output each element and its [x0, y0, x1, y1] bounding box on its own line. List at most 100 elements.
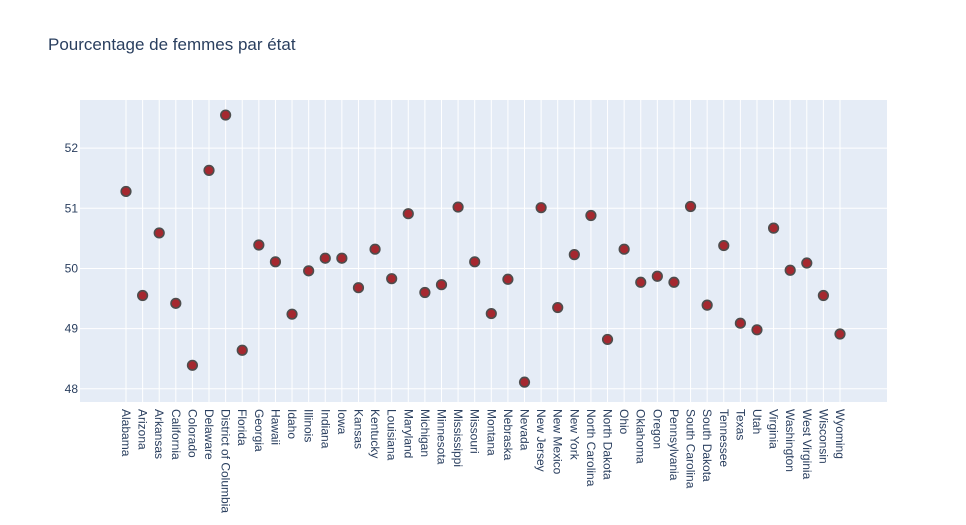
data-point — [552, 301, 564, 314]
data-point — [502, 273, 514, 285]
x-tick-label: Louisiana — [385, 409, 399, 461]
data-point — [402, 208, 414, 220]
x-tick-label: Oregon — [650, 409, 664, 449]
data-point — [170, 297, 182, 309]
x-tick-label: District of Columbia — [219, 409, 233, 513]
x-tick-label: North Carolina — [584, 409, 598, 487]
x-tick-label: Hawaii — [268, 409, 282, 445]
data-point — [469, 256, 481, 268]
x-tick-label: Ohio — [617, 409, 631, 435]
data-point — [203, 164, 215, 176]
x-tick-label: West Virginia — [800, 409, 814, 480]
x-tick-label: Virginia — [767, 409, 781, 449]
x-tick-label: Georgia — [252, 409, 266, 452]
data-point — [784, 264, 796, 276]
x-tick-label: Kentucky — [368, 409, 382, 458]
y-tick-label: 48 — [65, 382, 79, 396]
x-tick-label: Florida — [235, 409, 249, 446]
x-tick-label: Arkansas — [152, 409, 166, 459]
x-tick-label: New York — [567, 409, 581, 461]
data-point — [817, 289, 829, 302]
data-point — [684, 200, 697, 213]
data-point — [186, 359, 199, 371]
data-point — [701, 299, 713, 311]
y-tick-label: 49 — [65, 322, 79, 336]
data-point — [303, 265, 315, 277]
data-point — [386, 273, 398, 285]
y-axis-ticks: 48 49 50 51 52 — [65, 141, 79, 396]
x-tick-label: Utah — [750, 409, 764, 434]
data-point — [253, 239, 265, 251]
data-point — [718, 239, 730, 252]
data-point — [834, 328, 846, 340]
x-tick-label: Oklahoma — [634, 409, 648, 464]
x-tick-label: Maryland — [401, 409, 415, 458]
grid-lines — [80, 100, 887, 402]
x-tick-label: Nevada — [518, 409, 532, 451]
data-point — [369, 243, 381, 255]
x-tick-label: Nebraska — [501, 409, 515, 461]
data-point — [435, 279, 448, 291]
x-tick-label: North Dakota — [601, 409, 615, 480]
data-point — [635, 276, 647, 288]
x-tick-label: Wisconsin — [816, 409, 830, 464]
chart-title: Pourcentage de femmes par état — [48, 35, 296, 54]
x-tick-label: New Jersey — [534, 409, 548, 472]
data-point — [734, 317, 746, 329]
data-point — [485, 307, 497, 320]
x-tick-label: Kansas — [351, 409, 365, 449]
data-point — [452, 201, 464, 213]
data-point — [535, 202, 547, 214]
x-tick-label: Illinois — [302, 409, 316, 442]
x-tick-label: Mississippi — [451, 409, 465, 467]
x-tick-label: Washington — [783, 409, 797, 472]
data-point — [220, 109, 232, 121]
data-point — [585, 209, 597, 222]
x-axis-ticks: Alabama Arizona Arkansas California Colorado… — [119, 409, 847, 513]
data-point — [751, 324, 763, 336]
x-tick-label: Idaho — [285, 409, 299, 439]
data-point — [651, 270, 663, 282]
y-tick-label: 52 — [65, 141, 79, 155]
data-point — [269, 256, 282, 268]
x-tick-label: Texas — [733, 409, 747, 440]
data-point — [336, 252, 348, 264]
x-tick-label: Minnesota — [434, 409, 448, 465]
data-point — [286, 308, 298, 320]
x-tick-label: Colorado — [185, 409, 199, 458]
x-tick-label: Wyoming — [833, 409, 847, 459]
data-point — [137, 289, 149, 302]
data-point — [601, 333, 614, 346]
x-tick-label: New Mexico — [551, 409, 565, 475]
y-tick-label: 51 — [65, 201, 79, 215]
y-tick-label: 50 — [65, 261, 79, 275]
x-tick-label: California — [169, 409, 183, 460]
x-tick-label: Delaware — [202, 409, 216, 460]
data-point — [419, 286, 431, 299]
x-tick-label: Missouri — [468, 409, 482, 454]
x-tick-label: Montana — [484, 409, 498, 456]
x-tick-label: South Dakota — [700, 409, 714, 482]
data-point — [568, 249, 580, 261]
data-point — [668, 276, 680, 288]
x-tick-label: South Carolina — [684, 409, 698, 489]
data-point — [618, 243, 630, 255]
data-points — [120, 109, 846, 388]
data-point — [767, 222, 780, 234]
plot-area — [80, 100, 887, 402]
data-point — [120, 185, 132, 198]
data-point — [352, 282, 365, 294]
x-tick-label: Indiana — [318, 409, 332, 449]
data-point — [801, 257, 813, 269]
x-tick-label: Michigan — [418, 409, 432, 457]
x-tick-label: Iowa — [335, 409, 349, 435]
x-tick-label: Pennsylvania — [667, 409, 681, 481]
x-tick-label: Arizona — [136, 409, 150, 450]
data-point — [319, 252, 331, 264]
x-tick-label: Tennessee — [717, 409, 731, 467]
data-point — [153, 227, 165, 239]
data-point — [236, 344, 248, 356]
x-tick-label: Alabama — [119, 409, 133, 457]
data-point — [518, 376, 531, 388]
